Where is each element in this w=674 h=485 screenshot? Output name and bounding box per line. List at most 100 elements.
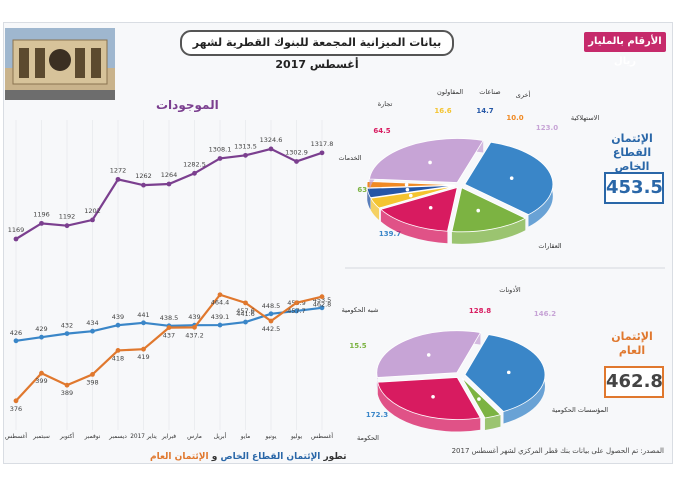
legend-public: الإئتمان العام xyxy=(150,452,209,462)
data-point xyxy=(64,331,70,336)
data-label: 441.6 xyxy=(236,310,255,318)
data-point xyxy=(217,156,223,161)
slice-marker xyxy=(428,205,433,210)
legend-private: الإئتمان القطاع الخاص xyxy=(220,452,321,462)
data-label: 398 xyxy=(86,378,98,386)
data-label: 1202 xyxy=(84,207,101,215)
x-tick-label: ديسمبر xyxy=(108,434,127,440)
line-legend-note: تطور الإئتمان القطاع الخاص و الإئتمان ال… xyxy=(150,452,346,462)
slice-value: 14.7 xyxy=(476,107,493,115)
slice-value: 172.3 xyxy=(366,411,388,419)
pie-slice xyxy=(461,377,502,419)
data-point xyxy=(115,322,121,328)
x-tick-label: يونيو xyxy=(265,434,277,440)
data-point xyxy=(13,338,19,344)
slice-label: العقارات xyxy=(538,242,561,250)
x-tick-label: أبريل xyxy=(214,432,227,440)
pie-slice xyxy=(369,138,484,183)
slice-marker xyxy=(506,370,511,375)
data-point xyxy=(115,348,121,353)
data-label: 462.8 xyxy=(313,301,332,309)
pie-slice xyxy=(366,181,456,189)
data-label: 453.5 xyxy=(313,296,332,304)
slice-value: 16.6 xyxy=(434,107,451,115)
data-label: 442.5 xyxy=(262,325,281,333)
data-label: 1192 xyxy=(59,213,76,221)
public-credit-value: 462.8 xyxy=(604,366,664,398)
pie-slice xyxy=(464,334,546,412)
data-point xyxy=(115,176,121,182)
data-point xyxy=(39,220,44,226)
data-label: 1308.1 xyxy=(209,145,232,153)
slice-marker xyxy=(431,394,435,399)
data-point xyxy=(294,300,299,306)
slice-label: الأذونات xyxy=(499,285,521,294)
data-point xyxy=(217,322,223,328)
pie-slice xyxy=(377,377,481,420)
slice-value: 63.2 xyxy=(357,186,374,194)
data-label: 441 xyxy=(137,311,149,319)
pie-slice xyxy=(451,187,527,233)
units-banner: الأرقام بالمليار ريال xyxy=(584,32,666,67)
data-point xyxy=(166,325,172,330)
data-label: 389 xyxy=(61,389,73,397)
slice-marker xyxy=(428,160,432,165)
data-label: 437 xyxy=(163,332,175,340)
main-title: بيانات الميزانية المجمعة للبنوك القطرية … xyxy=(180,30,454,71)
data-label: 418 xyxy=(112,354,124,362)
assets-chart-title: الموجودات xyxy=(156,98,219,112)
data-point xyxy=(90,217,95,223)
legend-and: و xyxy=(211,452,218,462)
data-point xyxy=(294,308,299,314)
slice-label: المقاولون xyxy=(437,88,463,96)
data-label: 437.2 xyxy=(185,331,204,339)
slice-marker xyxy=(409,193,413,198)
slice-label: الخدمات xyxy=(339,154,362,162)
data-point xyxy=(141,182,146,188)
data-point xyxy=(217,292,223,298)
data-point xyxy=(13,398,19,404)
x-tick-label: نوفمبر xyxy=(84,434,101,440)
slice-value: 15.5 xyxy=(349,342,366,350)
x-tick-label: أكتوبر xyxy=(59,432,74,440)
slice-label: شبه الحكومية xyxy=(342,306,379,314)
data-point xyxy=(141,320,146,326)
pie-slice-side xyxy=(370,198,380,221)
data-point xyxy=(192,324,197,330)
data-label: 1317.8 xyxy=(311,140,334,148)
data-label: 419 xyxy=(137,353,149,361)
slice-value: 128.8 xyxy=(469,307,491,315)
pie-slice-side xyxy=(484,414,501,430)
data-point xyxy=(192,170,197,176)
data-label: 1282.5 xyxy=(183,160,206,168)
data-label: 376 xyxy=(10,405,22,413)
slice-value: 10.0 xyxy=(506,114,523,122)
public-credit-label: الإئتمان العام xyxy=(611,330,653,357)
private-credit-label: الإئتمان القطاع الخاص xyxy=(611,132,653,173)
x-tick-label: مايو xyxy=(240,434,250,440)
data-label: 439 xyxy=(188,313,200,321)
data-point xyxy=(243,152,248,158)
data-label: 439.1 xyxy=(211,313,230,321)
slice-label: المؤسسات الحكومية xyxy=(552,406,608,414)
data-point xyxy=(268,318,274,324)
x-tick-label: سبتمبر xyxy=(32,434,50,440)
data-point xyxy=(39,334,44,340)
pie-slice xyxy=(370,185,456,209)
pie-slice-side xyxy=(451,218,526,244)
data-point xyxy=(90,328,95,334)
data-point xyxy=(64,223,70,229)
data-point xyxy=(64,382,70,388)
data-point xyxy=(243,300,248,306)
x-tick-label: يناير 2017 xyxy=(130,434,157,440)
data-label: 432 xyxy=(61,322,73,330)
slice-marker xyxy=(509,176,514,180)
x-tick-label: مارس xyxy=(187,434,202,440)
data-point xyxy=(319,150,325,156)
source-footnote: المصدر: تم الحصول على بيانات بنك قطر الم… xyxy=(451,447,664,455)
data-label: 464.4 xyxy=(211,299,230,307)
data-label: 438.5 xyxy=(160,314,179,322)
slice-label: صناعات xyxy=(479,88,501,96)
data-label: 1313.5 xyxy=(234,142,257,150)
